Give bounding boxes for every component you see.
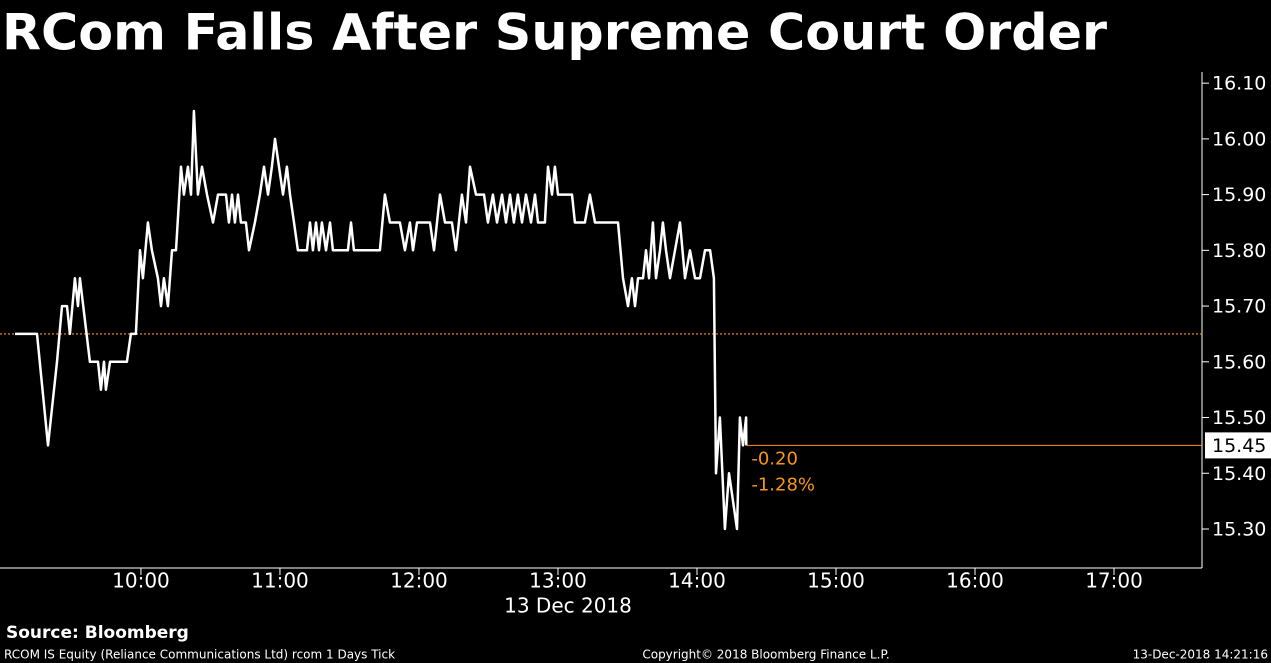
x-tick-label: 12:00 [390,569,448,593]
x-tick-label: 13:00 [529,569,587,593]
change-pct-label: -1.28% [751,474,815,495]
x-tick-label: 10:00 [112,569,170,593]
footer-center: Copyright© 2018 Bloomberg Finance L.P. [642,648,889,662]
y-tick-label: 15.90 [1212,184,1266,206]
x-axis-label: 13 Dec 2018 [504,594,632,618]
x-tick-label: 15:00 [807,569,865,593]
y-tick-label: 15.80 [1212,240,1266,262]
y-tick-label: 16.00 [1212,128,1266,150]
source: Source: Bloomberg [6,623,189,643]
footer-left: RCOM IS Equity (Reliance Communications … [4,648,395,662]
x-tick-label: 17:00 [1085,569,1143,593]
x-tick-label: 14:00 [668,569,726,593]
last-price-label: 15.45 [1212,435,1266,457]
y-tick-label: 15.60 [1212,351,1266,373]
last-price-box [1205,432,1271,459]
y-tick-label: 15.40 [1212,463,1266,485]
x-tick-label: 11:00 [251,569,309,593]
y-tick-label: 15.50 [1212,407,1266,429]
y-tick-label: 16.10 [1212,73,1266,95]
x-tick-label: 16:00 [946,569,1004,593]
price-line [15,109,748,531]
y-tick-label: 15.30 [1212,518,1266,540]
change-label: -0.20 [751,448,798,469]
chart-title: RCom Falls After Supreme Court Order [2,4,1107,62]
footer-right: 13-Dec-2018 14:21:16 [1133,648,1268,662]
y-tick-label: 15.70 [1212,296,1266,318]
